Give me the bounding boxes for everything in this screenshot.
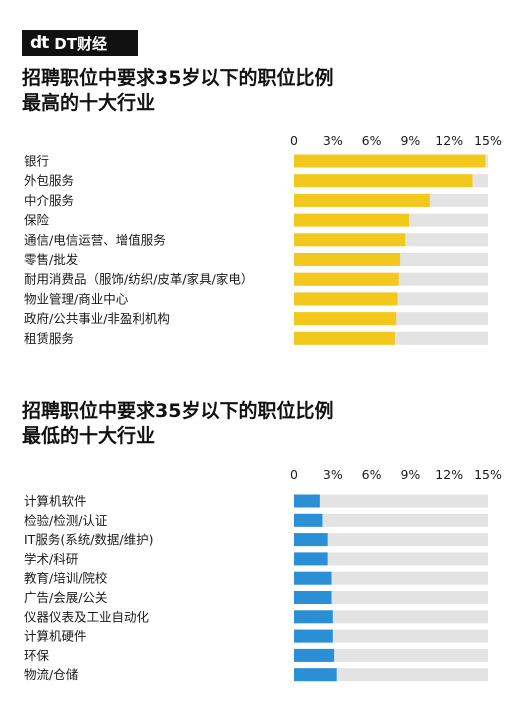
- chart-2-bar: [294, 668, 337, 682]
- chart-1-bar: [294, 292, 398, 306]
- chart-2-title-line-1: 招聘职位中要求35岁以下的职位比例: [22, 400, 334, 422]
- chart-1-category-label: 物业管理/商业中心: [24, 291, 129, 306]
- brand-mark: dt: [30, 33, 49, 53]
- chart-2-category-label: IT服务(系统/数据/维护): [24, 532, 154, 547]
- chart-2-bar: [294, 648, 335, 662]
- chart-2-category-label: 教育/培训/院校: [24, 571, 108, 586]
- chart-2-bar: [294, 533, 328, 547]
- chart-2-bar: [294, 610, 333, 624]
- chart-1-bar: [294, 174, 473, 188]
- chart-2-category-label: 学术/科研: [24, 551, 78, 566]
- brand-logo: dt DT财经: [22, 30, 138, 56]
- chart-1-category-label: 政府/公共事业/非盈利机构: [24, 311, 170, 326]
- chart-1-tick-label: 6%: [362, 133, 382, 148]
- chart-1-tick-label: 15%: [474, 133, 502, 148]
- chart-1-title: 招聘职位中要求35岁以下的职位比例 最高的十大行业: [22, 66, 333, 116]
- chart-2-bar: [294, 552, 328, 566]
- chart-1-category-label: 中介服务: [24, 193, 74, 208]
- chart-2-tick-label: 9%: [400, 467, 420, 482]
- chart-1-bar: [294, 154, 486, 168]
- chart-2-tick-label: 6%: [362, 467, 382, 482]
- chart-2-category-label: 环保: [24, 648, 50, 663]
- chart-1-bar: [294, 213, 410, 227]
- chart-2-category-label: 仪器仪表及工业自动化: [24, 609, 150, 624]
- chart-1-bar: [294, 193, 430, 207]
- chart-1-tick-label: 0: [290, 133, 298, 148]
- chart-1-category-label: 通信/电信运营、增值服务: [24, 232, 166, 247]
- chart-2-bar-track: [294, 552, 488, 566]
- chart-2-bar-track: [294, 533, 488, 547]
- chart-2-bar-track: [294, 610, 488, 624]
- chart-2-tick-label: 0: [290, 467, 298, 482]
- chart-1-bar: [294, 331, 395, 345]
- chart-2-category-label: 物流/仓储: [24, 667, 78, 682]
- chart-2-bar-track: [294, 648, 488, 662]
- chart-2-category-label: 计算机软件: [24, 494, 87, 509]
- chart-1-tick-label: 3%: [323, 133, 343, 148]
- chart-1-bar: [294, 233, 406, 247]
- chart-1-tick-label: 12%: [435, 133, 463, 148]
- chart-2-bar-track: [294, 591, 488, 604]
- chart-1-category-label: 外包服务: [24, 173, 74, 188]
- chart-1-title-line-1: 招聘职位中要求35岁以下的职位比例: [22, 67, 334, 89]
- chart-2-bar: [294, 494, 320, 508]
- chart-1-title-line-2: 最高的十大行业: [22, 92, 156, 114]
- chart-1-tick-label: 9%: [400, 133, 420, 148]
- chart-2-bar: [294, 629, 333, 643]
- brand-name: DT财经: [54, 34, 107, 53]
- chart-2-bar: [294, 571, 332, 585]
- chart-1-category-label: 耐用消费品（服饰/纺织/皮革/家具/家电）: [24, 272, 253, 287]
- chart-1-bar: [294, 312, 397, 326]
- chart-2-tick-label: 3%: [323, 467, 343, 482]
- chart-2-category-label: 广告/会展/公关: [24, 590, 107, 605]
- chart-1-category-label: 银行: [24, 154, 49, 169]
- chart-2-bar-track: [294, 513, 488, 527]
- chart-1-bar: [294, 272, 399, 286]
- chart-2-category-label: 计算机硬件: [24, 629, 87, 644]
- chart-2-title-line-2: 最低的十大行业: [22, 425, 156, 447]
- chart-2-bar-track: [294, 494, 488, 508]
- chart-2-tick-label: 12%: [435, 467, 463, 482]
- chart-2-tick-label: 15%: [474, 467, 502, 482]
- chart-2-bar: [294, 591, 332, 604]
- chart-2-bar-track: [294, 571, 488, 585]
- chart-2-bar: [294, 513, 323, 527]
- chart-2-title: 招聘职位中要求35岁以下的职位比例 最低的十大行业: [22, 399, 333, 449]
- chart-2-bar-track: [294, 629, 488, 643]
- chart-1-category-label: 租赁服务: [24, 331, 74, 346]
- chart-2-category-label: 检验/检测/认证: [24, 513, 108, 528]
- chart-1-bar: [294, 253, 401, 266]
- chart-2-bar-track: [294, 668, 488, 682]
- chart-1-category-label: 零售/批发: [24, 252, 79, 267]
- chart-1-category-label: 保险: [24, 213, 50, 228]
